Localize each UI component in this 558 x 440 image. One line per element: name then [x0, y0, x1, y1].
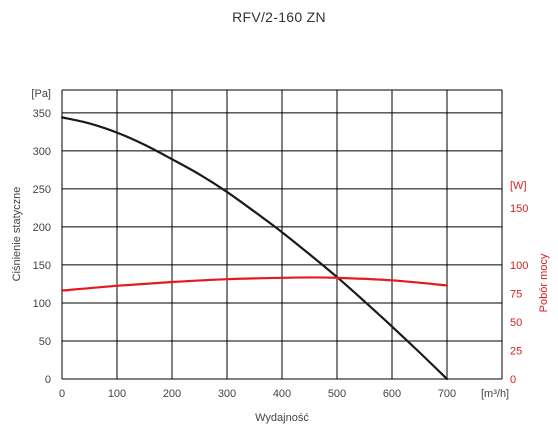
y-tick-label: 350 — [33, 108, 51, 120]
y-axis-unit: [Pa] — [31, 88, 51, 100]
series-line-power — [60, 276, 449, 292]
y2-tick-label: 0 — [510, 374, 516, 386]
y-tick-label: 0 — [45, 374, 51, 386]
x-tick-label: 200 — [163, 388, 181, 400]
x-tick-label: 600 — [383, 388, 401, 400]
series-line-pressure — [60, 116, 449, 381]
y2-tick-label: 25 — [510, 345, 522, 357]
left-axis-ticks: 0 50 100 150 200 250 300 350 — [33, 108, 51, 386]
x-axis-title: Wydajność — [255, 412, 309, 424]
x-tick-label: 700 — [438, 388, 456, 400]
x-tick-label: 0 — [59, 388, 65, 400]
y2-tick-label: 150 — [510, 203, 528, 215]
y2-axis-title: Pobór mocy — [538, 253, 550, 312]
series-layer — [60, 116, 449, 381]
x-tick-label: 400 — [273, 388, 291, 400]
x-tick-label: 100 — [108, 388, 126, 400]
x-tick-label: 300 — [218, 388, 236, 400]
y2-tick-label: 50 — [510, 317, 522, 329]
x-axis-unit: [m³/h] — [481, 388, 509, 400]
y-tick-label: 250 — [33, 184, 51, 196]
y-tick-label: 200 — [33, 222, 51, 234]
right-axis-ticks: 0 25 50 75 100 150 — [510, 203, 528, 386]
y-tick-label: 50 — [39, 336, 51, 348]
y-axis-title: Ciśnienie statyczne — [11, 187, 23, 282]
y-tick-label: 300 — [33, 146, 51, 158]
y2-axis-unit: [W] — [510, 180, 527, 192]
chart-title: RFV/2-160 ZN — [232, 9, 326, 25]
x-tick-label: 500 — [328, 388, 346, 400]
y-tick-label: 100 — [33, 298, 51, 310]
y2-tick-label: 75 — [510, 288, 522, 300]
grid — [61, 89, 503, 380]
y2-tick-label: 100 — [510, 260, 528, 272]
x-axis-ticks: 0 100 200 300 400 500 600 700 — [59, 388, 456, 400]
y-tick-label: 150 — [33, 260, 51, 272]
